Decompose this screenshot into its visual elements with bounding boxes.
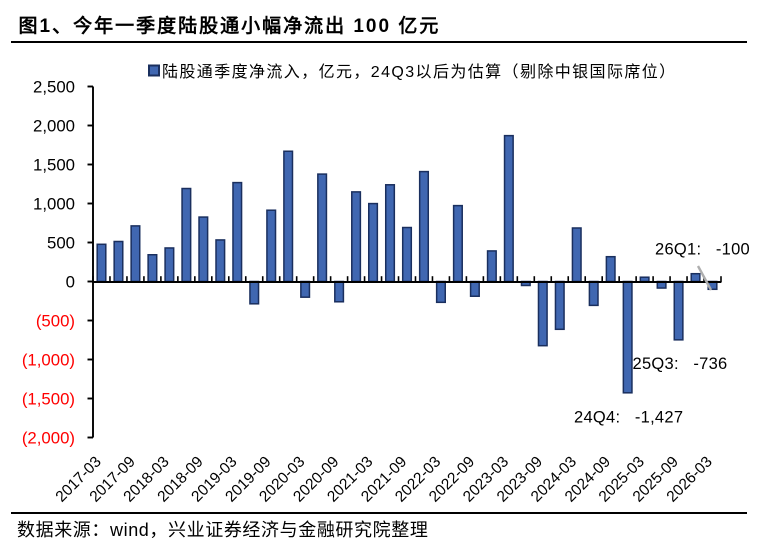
svg-text:2,000: 2,000	[33, 116, 75, 135]
svg-text:(1,500): (1,500)	[22, 389, 75, 408]
svg-text:(1,000): (1,000)	[22, 350, 75, 369]
svg-text:(2,000): (2,000)	[22, 428, 75, 447]
svg-text:0: 0	[66, 272, 75, 291]
svg-text:(500): (500)	[36, 311, 75, 330]
svg-text:500: 500	[47, 233, 75, 252]
svg-text:25Q3: -736: 25Q3: -736	[633, 355, 728, 373]
svg-text:2,500: 2,500	[33, 77, 75, 96]
svg-text:陆股通季度净流入，亿元，24Q3以后为估算（剔除中银国际席位: 陆股通季度净流入，亿元，24Q3以后为估算（剔除中银国际席位）	[162, 62, 677, 81]
svg-text:1,000: 1,000	[33, 194, 75, 213]
svg-text:26Q1: -100: 26Q1: -100	[655, 241, 750, 259]
svg-text:24Q4: -1,427: 24Q4: -1,427	[574, 408, 683, 426]
svg-text:1,500: 1,500	[33, 155, 75, 174]
